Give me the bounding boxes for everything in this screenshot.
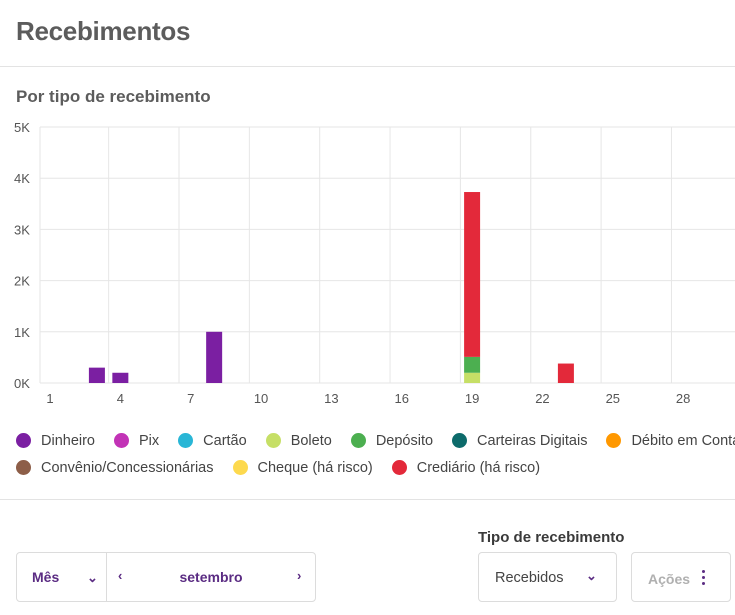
current-month: setembro	[179, 569, 243, 585]
y-tick-label: 5K	[14, 120, 30, 135]
chevron-down-icon: ⌄	[87, 570, 98, 585]
legend-item[interactable]: Débito em Conta	[606, 433, 735, 449]
bar-segment	[557, 363, 574, 383]
bar-segment	[464, 192, 481, 357]
y-tick-label: 2K	[14, 274, 30, 289]
header-divider	[0, 66, 735, 67]
legend-label: Boleto	[290, 432, 332, 449]
x-tick-label: 7	[187, 391, 194, 406]
legend-label: Pix	[139, 432, 160, 449]
legend-item[interactable]: Convênio/Concessionárias	[16, 460, 214, 476]
x-tick-label: 22	[535, 391, 549, 406]
receipt-type-label: Tipo de recebimento	[478, 529, 625, 546]
y-tick-label: 3K	[14, 222, 30, 237]
x-tick-label: 10	[254, 391, 268, 406]
legend-label: Cartão	[203, 432, 247, 449]
legend-label: Depósito	[375, 432, 434, 449]
legend-swatch	[16, 460, 31, 475]
legend-item[interactable]: Cartão	[178, 433, 247, 449]
next-month-button[interactable]: ›	[297, 568, 302, 583]
legend-label: Carteiras Digitais	[477, 432, 588, 449]
legend-swatch	[350, 433, 366, 448]
legend-item[interactable]: Pix	[114, 433, 159, 449]
legend-item[interactable]: Crediário (há risco)	[391, 459, 541, 476]
legend-item[interactable]: Boleto	[265, 432, 332, 449]
x-tick-label: 16	[395, 391, 409, 406]
chevron-down-icon: ⌄	[586, 568, 597, 583]
legend-swatch	[265, 433, 281, 448]
legend-swatch	[606, 433, 622, 448]
actions-button[interactable]: Ações	[631, 552, 731, 602]
legend-swatch	[232, 460, 248, 475]
chart-legend: Dinheiro Pix Cartão Boleto Depósito Carteiras…	[16, 427, 735, 481]
month-navigator: ‹ setembro ›	[106, 553, 316, 601]
legend-swatch	[16, 433, 31, 448]
section-divider	[0, 499, 735, 500]
legend-swatch	[178, 433, 194, 448]
legend-item[interactable]: Carteiras Digitais	[452, 433, 587, 449]
more-vertical-icon	[702, 570, 706, 586]
y-tick-label: 0K	[14, 376, 30, 391]
legend-row: Dinheiro Pix Cartão Boleto Depósito Carteiras…	[16, 427, 735, 454]
receipt-type-select[interactable]: Recebidos ⌄	[478, 552, 617, 602]
bar-segment	[112, 372, 129, 383]
x-tick-label: 13	[324, 391, 338, 406]
bar-segment	[464, 356, 481, 373]
legend-label: Cheque (há risco)	[257, 459, 373, 476]
receipts-chart: 0K 1K 2K 3K 4K 5K 1 4 7 10 13 16 19 22 25 28	[14, 120, 735, 406]
y-tick-label: 4K	[14, 171, 30, 186]
period-selector: Mês ⌄ ‹ setembro ›	[16, 552, 316, 602]
legend-item[interactable]: Depósito	[350, 432, 434, 449]
chart-title: Por tipo de recebimento	[16, 87, 211, 106]
y-tick-label: 1K	[14, 325, 30, 340]
legend-swatch	[114, 433, 129, 448]
legend-swatch	[452, 433, 468, 448]
legend-item[interactable]: Dinheiro	[16, 433, 95, 449]
legend-row: Convênio/Concessionárias Cheque (há risco…	[16, 454, 731, 481]
prev-month-button[interactable]: ‹	[118, 568, 123, 583]
period-unit-select[interactable]: Mês ⌄	[17, 553, 107, 601]
legend-label: Dinheiro	[41, 432, 95, 449]
x-tick-label: 25	[606, 391, 620, 406]
legend-swatch	[391, 460, 407, 475]
x-tick-label: 4	[117, 391, 124, 406]
x-tick-label: 1	[46, 391, 53, 406]
legend-label: Convênio/Concessionárias	[41, 459, 214, 476]
page-title: Recebimentos	[16, 16, 191, 46]
receipt-type-value: Recebidos	[495, 570, 564, 586]
bar-segment	[464, 372, 481, 383]
bar-segment	[88, 367, 105, 383]
x-tick-label: 19	[465, 391, 479, 406]
legend-label: Débito em Conta	[631, 432, 735, 449]
legend-label: Crediário (há risco)	[416, 459, 541, 476]
period-unit-value: Mês	[32, 569, 60, 585]
x-tick-label: 28	[676, 391, 690, 406]
bar-segment	[206, 331, 223, 383]
actions-label: Ações	[648, 571, 691, 587]
legend-item[interactable]: Cheque (há risco)	[232, 459, 373, 476]
